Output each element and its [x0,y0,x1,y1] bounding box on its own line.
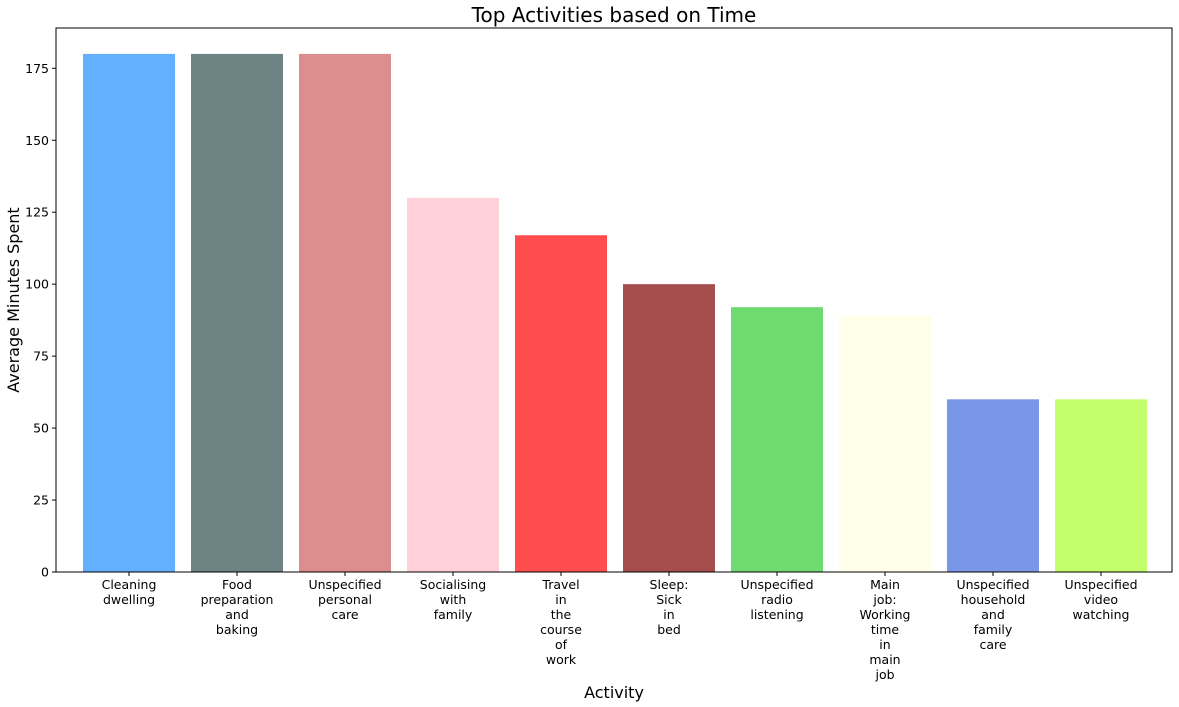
bar [407,197,499,572]
x-tick-label: Cleaning dwelling [102,577,157,607]
bar [623,284,715,572]
y-tick-label: 50 [33,421,49,436]
x-tick-label: Unspecified household and family care [956,577,1029,652]
plot-frame [55,27,1173,573]
x-tick-label: Food preparation and baking [201,577,274,637]
x-axis: Cleaning dwelling Food preparation and baking… [102,572,1138,682]
x-tick-label: Unspecified personal care [308,577,381,622]
y-axis: 0 25 50 75 100 125 150 175 [25,61,56,580]
x-axis-label: Activity [584,683,644,702]
x-tick-label: Socialising with family [420,577,486,622]
y-tick-label: 0 [41,565,49,580]
y-tick-label: 100 [25,277,49,292]
bar [839,315,931,572]
bar [191,53,283,572]
bar [299,53,391,572]
bar [83,53,175,572]
x-tick-label: Travel in the course of work [540,577,582,667]
bar [515,235,607,572]
y-tick-label: 125 [25,205,49,220]
bar [947,399,1039,572]
y-tick-label: 175 [25,61,49,76]
y-tick-label: 150 [25,133,49,148]
x-tick-label: Main job: Working time in main job [860,577,911,682]
x-tick-label: Unspecified radio listening [740,577,813,622]
bars-group [83,53,1147,572]
y-tick-label: 25 [33,493,49,508]
chart-title: Top Activities based on Time [471,3,757,27]
y-tick-label: 75 [33,349,49,364]
bar [731,307,823,572]
x-tick-label: Sleep: Sick in bed [650,577,689,637]
x-tick-label: Unspecified video watching [1064,577,1137,622]
y-axis-label: Average Minutes Spent [4,207,23,392]
bar [1055,399,1147,572]
